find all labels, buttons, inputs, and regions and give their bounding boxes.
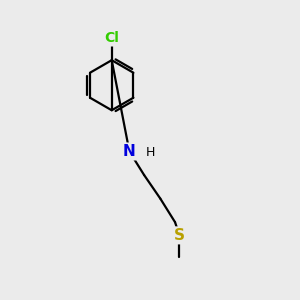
- Text: H: H: [146, 146, 155, 159]
- Text: Cl: Cl: [104, 31, 119, 45]
- Text: N: N: [123, 144, 136, 159]
- Text: S: S: [174, 228, 185, 243]
